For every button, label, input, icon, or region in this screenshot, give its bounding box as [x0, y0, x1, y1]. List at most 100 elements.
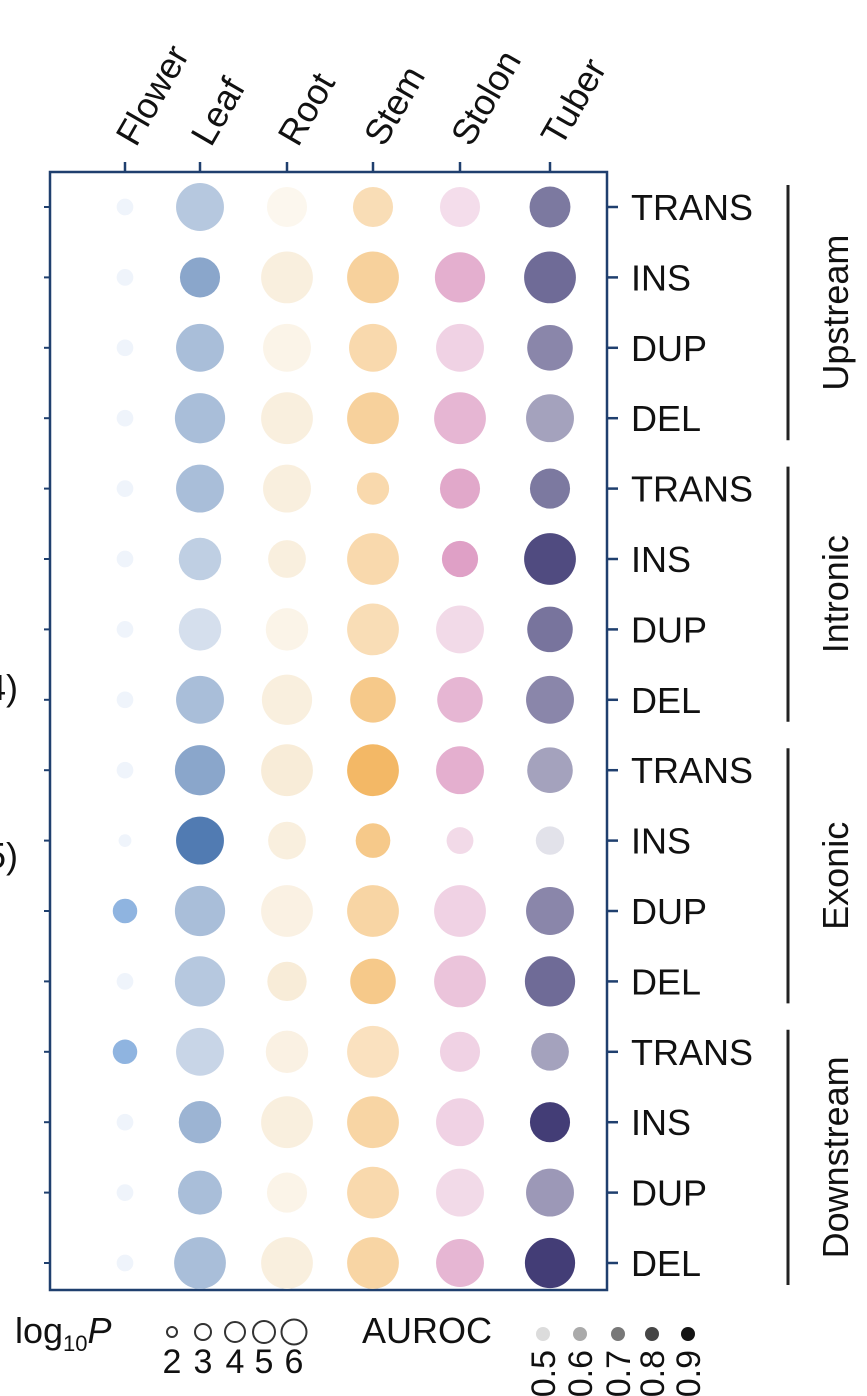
color-legend-label: 0.6: [562, 1350, 600, 1396]
row-label: DUP: [631, 891, 707, 932]
bubble-leaf: [176, 183, 224, 231]
bubble-leaf: [174, 745, 226, 796]
color-legend-label: 0.7: [600, 1350, 638, 1396]
bubble-tuber: [527, 325, 573, 371]
bubble-leaf: [176, 1027, 224, 1076]
bubble-stem: [352, 186, 394, 228]
bubble-root: [261, 1096, 313, 1149]
left-tick-marks: [44, 206, 50, 1264]
bubble-stolon: [446, 827, 474, 855]
bubble-leaf: [176, 675, 224, 724]
row-label: DUP: [631, 1173, 707, 1214]
bubble-root: [263, 323, 311, 372]
bubble-stem: [347, 1096, 399, 1149]
left-edge-fragments: 4) 5): [0, 667, 18, 876]
bubble-flower: [116, 973, 134, 990]
bubble-tuber: [527, 606, 573, 653]
column-label: Leaf: [182, 70, 253, 152]
bubble-leaf: [174, 885, 226, 937]
size-legend-circle: [166, 1326, 178, 1338]
bubble-stem: [347, 1166, 399, 1219]
column-label: Root: [269, 66, 343, 152]
bubble-stem: [355, 823, 391, 858]
bubble-flower: [116, 761, 134, 779]
size-legend-circle: [194, 1323, 212, 1341]
bubble-stem: [347, 533, 399, 585]
bubble-flower: [116, 550, 134, 568]
bubble-flower: [112, 898, 138, 924]
bubble-stem: [347, 744, 399, 797]
row-label: TRANS: [631, 750, 753, 791]
bubble-tuber: [527, 747, 573, 793]
row-label: DEL: [631, 680, 701, 721]
size-legend-label: 3: [194, 1343, 213, 1381]
bubble-stem: [350, 677, 396, 723]
bubble-stolon: [434, 885, 486, 937]
size-legend-label: 5: [255, 1343, 274, 1381]
bubble-stem: [350, 958, 396, 1005]
bubble-root: [268, 821, 306, 860]
bubble-leaf: [174, 393, 226, 444]
bubble-tuber: [535, 826, 565, 855]
group-label: Upstream: [815, 235, 856, 391]
bubble-root: [266, 1172, 308, 1213]
bubble-root: [265, 1030, 309, 1074]
bubble-stolon: [436, 1239, 484, 1287]
color-legend-dot: [611, 1327, 625, 1341]
bubble-leaf: [174, 1237, 226, 1289]
bubble-leaf: [176, 323, 224, 372]
bubble-tuber: [524, 1237, 576, 1289]
bubble-stolon: [434, 392, 486, 445]
bubble-root: [263, 464, 311, 513]
size-legend-label: 2: [163, 1343, 182, 1381]
bubble-leaf: [174, 956, 226, 1007]
bubble-root: [261, 885, 313, 937]
group-brackets: Upstream Intronic Exonic Downstream: [786, 185, 856, 1285]
right-tick-marks: [607, 205, 618, 1265]
bubble-stem: [347, 603, 399, 656]
column-label: Flower: [107, 38, 197, 152]
bubble-stolon: [441, 540, 479, 578]
plot-frame: [48, 170, 609, 1292]
bubble-tuber: [529, 186, 571, 228]
row-label: INS: [631, 821, 691, 862]
group-label: Exonic: [815, 822, 856, 930]
bubble-flower: [116, 269, 134, 286]
bubble-root: [261, 392, 313, 445]
bubble-root: [261, 251, 313, 304]
column-label: Tuber: [532, 51, 614, 152]
row-label: INS: [631, 1102, 691, 1143]
bubble-stolon: [439, 1031, 481, 1072]
row-label: DUP: [631, 328, 707, 369]
bubble-stem: [349, 323, 397, 372]
bubble-stolon: [439, 186, 481, 228]
row-label: TRANS: [631, 469, 753, 510]
color-legend-title: AUROC: [362, 1310, 492, 1351]
bubble-tuber: [529, 468, 571, 509]
row-labels: TRANS INS DUP DEL TRANS INS DUP DEL TRANS INS DUP D…: [631, 187, 753, 1284]
bubble-flower: [116, 621, 134, 638]
bubble-leaf: [178, 1100, 222, 1144]
bubble-flower: [116, 1184, 134, 1201]
bubble-stem: [347, 1025, 399, 1078]
color-legend-label: 0.9: [670, 1350, 708, 1396]
bubble-stolon: [436, 323, 484, 372]
bubble-root: [261, 674, 313, 725]
bubble-tuber: [526, 887, 574, 935]
bubble-leaf: [178, 537, 222, 581]
bubble-stolon: [434, 252, 486, 303]
bubble-stolon: [437, 677, 483, 723]
bubble-leaf: [178, 1170, 222, 1215]
bubble-leaf: [178, 608, 222, 651]
bubble-flower: [116, 1113, 134, 1131]
row-label: INS: [631, 257, 691, 298]
left-fragment-text: 4): [0, 667, 18, 708]
row-label: DEL: [631, 961, 701, 1002]
group-label: Intronic: [815, 535, 856, 653]
bubble-stem: [347, 251, 399, 304]
bubble-root: [268, 540, 306, 578]
bubble-root: [265, 608, 309, 651]
color-legend-label: 0.8: [634, 1350, 672, 1396]
bubble-stem: [347, 885, 399, 937]
